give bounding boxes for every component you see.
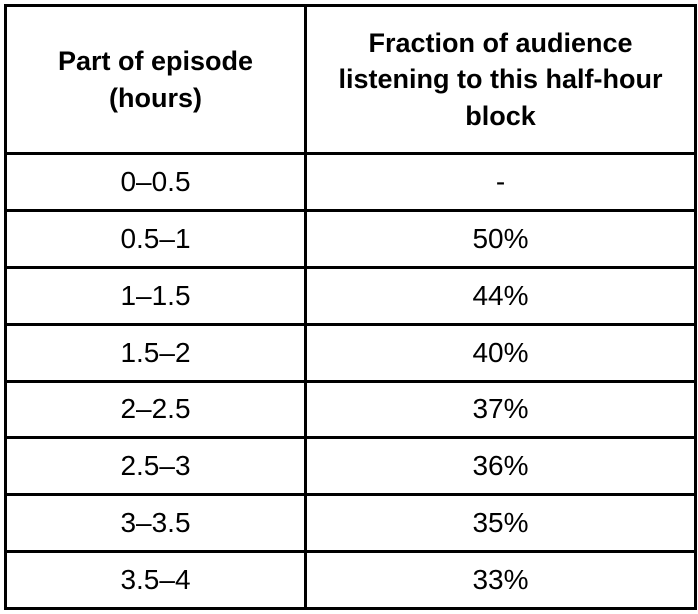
cell-part-of-episode: 1–1.5	[4, 265, 307, 326]
table-row: 1.5–2 40%	[4, 322, 697, 383]
cell-fraction: 33%	[304, 550, 697, 610]
cell-fraction: 44%	[304, 265, 697, 326]
cell-fraction: 36%	[304, 436, 697, 497]
cell-part-of-episode: 3–3.5	[4, 493, 307, 554]
header-row: Part of episode (hours) Fraction of audi…	[4, 4, 697, 155]
table-row: 1–1.5 44%	[4, 265, 697, 326]
cell-fraction: 40%	[304, 322, 697, 383]
cell-fraction: 50%	[304, 208, 697, 269]
table-row: 2–2.5 37%	[4, 379, 697, 440]
audience-table: Part of episode (hours) Fraction of audi…	[4, 4, 697, 610]
cell-part-of-episode: 2.5–3	[4, 436, 307, 497]
cell-part-of-episode: 0.5–1	[4, 208, 307, 269]
cell-fraction: 37%	[304, 379, 697, 440]
column-header-part-of-episode: Part of episode (hours)	[4, 4, 307, 155]
table-body: 0–0.5-0.5–1 50% 1–1.5 44% 1.5–2 40% 2–2.5 37% 2.…	[4, 152, 697, 610]
cell-fraction: -	[304, 152, 697, 212]
cell-part-of-episode: 0–0.5	[4, 152, 307, 212]
column-header-fraction-of-audience: Fraction of audience listening to this h…	[304, 4, 697, 155]
table-row: 3.5–4 33%	[4, 550, 697, 610]
cell-part-of-episode: 3.5–4	[4, 550, 307, 610]
table-row: 2.5–3 36%	[4, 436, 697, 497]
cell-fraction: 35%	[304, 493, 697, 554]
cell-part-of-episode: 2–2.5	[4, 379, 307, 440]
table-row: 0–0.5-	[4, 152, 697, 212]
table-row: 3–3.5 35%	[4, 493, 697, 554]
table-header: Part of episode (hours) Fraction of audi…	[4, 4, 697, 155]
cell-part-of-episode: 1.5–2	[4, 322, 307, 383]
table-row: 0.5–1 50%	[4, 208, 697, 269]
